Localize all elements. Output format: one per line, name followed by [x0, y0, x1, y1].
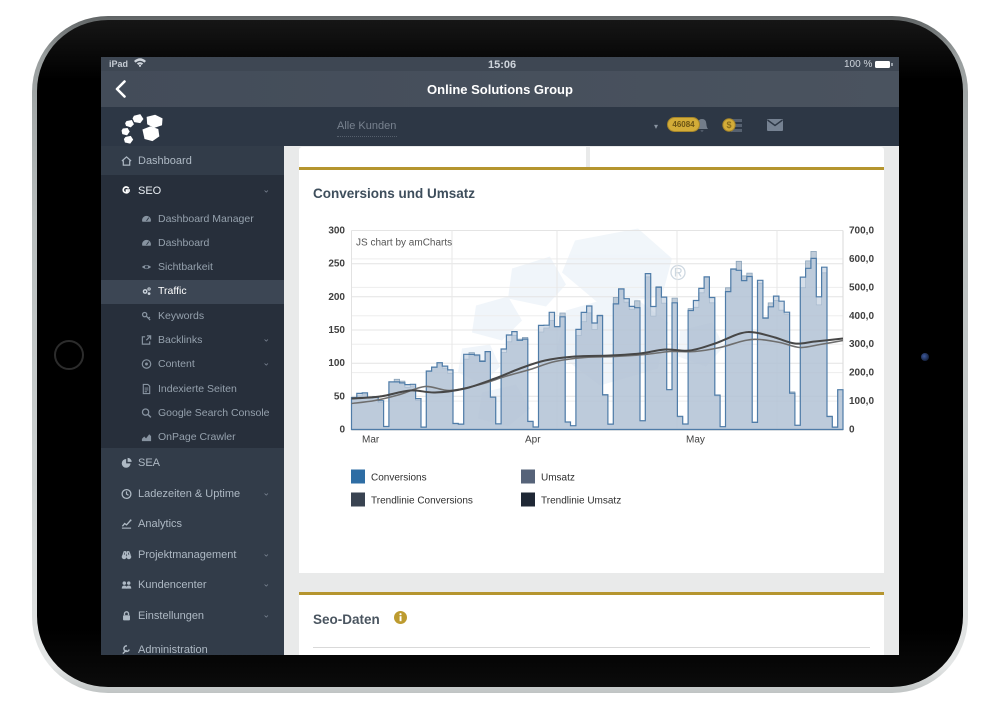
svg-text:700,0: 700,0 — [849, 225, 874, 236]
svg-text:0: 0 — [339, 424, 345, 435]
svg-text:100: 100 — [328, 358, 345, 369]
svg-text:200,0: 200,0 — [849, 367, 874, 378]
svg-text:JS chart by amCharts: JS chart by amCharts — [356, 237, 452, 248]
svg-text:Mar: Mar — [362, 434, 380, 445]
svg-text:May: May — [686, 434, 705, 445]
svg-text:100,0: 100,0 — [849, 396, 874, 407]
svg-text:300,0: 300,0 — [849, 339, 874, 350]
svg-text:$: $ — [726, 120, 731, 130]
svg-text:600,0: 600,0 — [849, 253, 874, 264]
svg-text:0: 0 — [849, 424, 855, 435]
svg-text:50: 50 — [334, 391, 346, 402]
svg-text:500,0: 500,0 — [849, 282, 874, 293]
svg-text:Apr: Apr — [525, 434, 541, 445]
svg-text:250: 250 — [328, 258, 345, 269]
svg-text:Trendlinie Conversions: Trendlinie Conversions — [371, 495, 473, 506]
svg-text:200: 200 — [328, 291, 345, 302]
svg-text:150: 150 — [328, 325, 345, 336]
svg-text:Conversions: Conversions — [371, 472, 427, 483]
svg-text:Trendlinie Umsatz: Trendlinie Umsatz — [541, 495, 621, 506]
svg-text:Umsatz: Umsatz — [541, 472, 575, 483]
svg-text:300: 300 — [328, 225, 345, 236]
svg-text:400,0: 400,0 — [849, 310, 874, 321]
